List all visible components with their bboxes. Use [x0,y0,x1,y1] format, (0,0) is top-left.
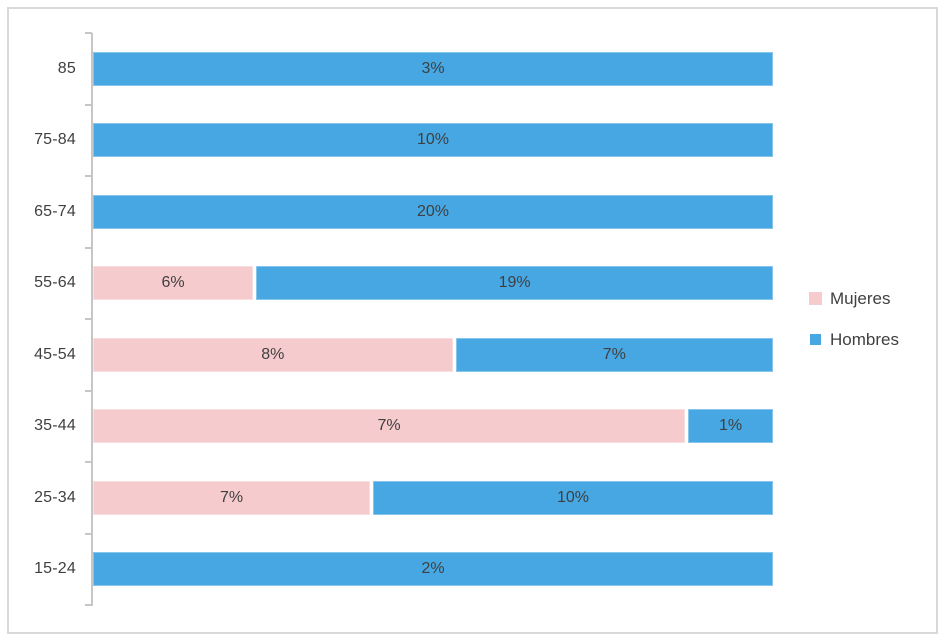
data-label: 20% [416,202,450,220]
bar-segment-hombres: 7% [455,337,773,372]
data-label: 3% [421,59,445,77]
bar-row: 8% 7% [93,319,773,391]
bar-row: 7% 1% [93,391,773,463]
bar-segment-mujeres: 6% [93,266,257,301]
bar-row: 2% [93,534,773,606]
mujeres-swatch-icon [808,292,822,305]
bar-segment-hombres: 10% [373,480,773,515]
data-label: 10% [556,488,590,506]
data-label: 7% [602,345,626,363]
category-axis-labels: 85 75-84 65-74 55-64 45-54 35-44 25-34 1… [9,33,76,605]
category-label: 65-74 [34,202,76,220]
bar-row: 10% [93,105,773,177]
data-label: 1% [718,417,743,435]
category-label: 55-64 [34,274,76,292]
data-label: 8% [261,345,285,363]
legend-swatch-box [806,292,824,305]
bar-segment-mujeres: 7% [93,409,688,444]
data-label: 7% [377,417,401,435]
data-label: 2% [421,560,445,578]
axis-tick [85,246,92,249]
legend: Mujeres Hombres [806,283,899,355]
category-label: 25-34 [34,488,76,506]
axis-tick [85,532,92,535]
category-label: 15-24 [34,560,76,578]
data-label: 6% [161,274,185,292]
legend-label-mujeres: Mujeres [830,288,891,308]
category-label: 45-54 [34,345,76,363]
legend-item-hombres: Hombres [806,324,899,355]
bar-row: 7% 10% [93,462,773,534]
bar-segment-hombres: 3% [93,51,773,86]
axis-tick [85,604,92,606]
bar-row: 3% [93,33,773,105]
axis-tick [85,103,92,106]
hombres-swatch-icon [809,334,821,345]
category-label: 75-84 [34,131,76,149]
axis-tick [85,32,92,34]
y-axis-line [91,33,93,606]
axis-tick [85,175,92,177]
bar-row: 6% 19% [93,248,773,320]
bar-segment-hombres: 1% [688,409,773,444]
bar-row: 20% [93,176,773,248]
plot-area: 3% 10% 20% 6% 19% 8% 7% 7% 1% 7% 10% 2% [93,33,773,605]
axis-tick [85,389,92,392]
category-label: 35-44 [34,417,76,435]
data-label: 7% [219,488,244,506]
bar-segment-mujeres: 8% [93,337,456,372]
axis-tick [85,461,92,463]
data-label: 10% [416,131,450,149]
bar-segment-hombres: 10% [93,123,773,158]
axis-tick [85,318,92,320]
bar-segment-hombres: 2% [93,552,773,587]
legend-label-hombres: Hombres [830,329,899,349]
chart-figure: 85 75-84 65-74 55-64 45-54 35-44 25-34 1… [7,7,938,634]
legend-swatch-box [806,334,824,345]
bar-segment-hombres: 19% [256,266,773,301]
bar-segment-mujeres: 7% [93,480,373,515]
bar-segment-hombres: 20% [93,194,773,229]
legend-item-mujeres: Mujeres [806,283,899,314]
data-label: 19% [498,274,531,292]
category-label: 85 [57,59,76,77]
